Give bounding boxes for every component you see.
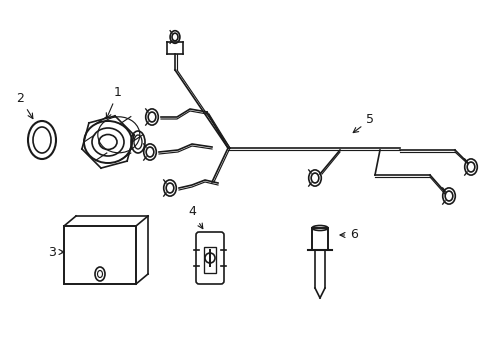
Text: 6: 6 bbox=[339, 229, 357, 242]
Text: 4: 4 bbox=[188, 206, 203, 229]
Bar bbox=[64, 226, 136, 284]
Bar bbox=[311, 228, 327, 250]
Text: 5: 5 bbox=[352, 113, 373, 132]
Text: 2: 2 bbox=[16, 91, 33, 118]
Text: 1: 1 bbox=[106, 85, 122, 118]
Text: 3: 3 bbox=[48, 246, 64, 258]
Bar bbox=[203, 247, 216, 273]
